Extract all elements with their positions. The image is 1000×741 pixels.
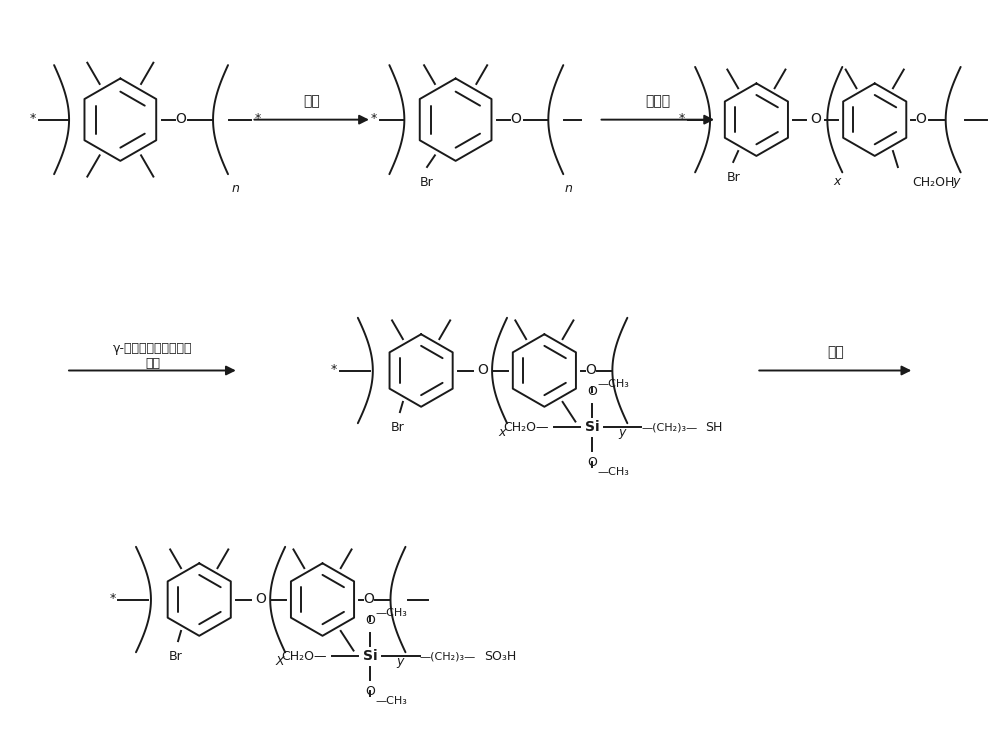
Text: O: O bbox=[510, 112, 521, 126]
Text: O: O bbox=[255, 592, 266, 606]
Text: 羹基化: 羹基化 bbox=[645, 94, 670, 108]
Text: Br: Br bbox=[169, 650, 183, 663]
Text: *: * bbox=[109, 591, 115, 605]
Text: O: O bbox=[477, 363, 488, 376]
Text: n: n bbox=[232, 182, 240, 195]
Text: y: y bbox=[952, 175, 959, 188]
Text: O: O bbox=[916, 112, 926, 126]
Text: Br: Br bbox=[420, 176, 434, 189]
Text: *: * bbox=[254, 112, 261, 124]
Text: Br: Br bbox=[726, 171, 740, 185]
Text: O: O bbox=[365, 614, 375, 628]
Text: Si: Si bbox=[363, 649, 378, 663]
Text: O: O bbox=[587, 385, 597, 398]
Text: 氧化: 氧化 bbox=[827, 345, 844, 359]
Text: —(CH₂)₃—: —(CH₂)₃— bbox=[641, 422, 698, 432]
Text: γ-奄丙基三乙氧基硫烷: γ-奄丙基三乙氧基硫烷 bbox=[113, 342, 192, 355]
Text: O: O bbox=[365, 685, 375, 699]
Text: *: * bbox=[29, 112, 36, 124]
Text: O: O bbox=[810, 112, 821, 126]
Text: O: O bbox=[363, 592, 374, 606]
Text: O: O bbox=[585, 363, 596, 376]
Text: x: x bbox=[834, 175, 841, 188]
Text: Br: Br bbox=[391, 421, 405, 433]
Text: O: O bbox=[587, 456, 597, 470]
Text: —CH₃: —CH₃ bbox=[375, 608, 407, 618]
Text: 溢化: 溢化 bbox=[303, 94, 320, 108]
Text: y: y bbox=[397, 655, 404, 668]
Text: *: * bbox=[370, 112, 377, 124]
Text: X: X bbox=[276, 655, 284, 668]
Text: CH₂OH: CH₂OH bbox=[913, 176, 955, 189]
Text: CH₂O—: CH₂O— bbox=[281, 650, 327, 663]
Text: SO₃H: SO₃H bbox=[484, 650, 516, 663]
Text: y: y bbox=[619, 426, 626, 439]
Text: O: O bbox=[175, 112, 186, 126]
Text: CH₂O—: CH₂O— bbox=[503, 421, 549, 434]
Text: x: x bbox=[498, 426, 506, 439]
Text: —CH₃: —CH₃ bbox=[597, 468, 629, 477]
Text: —CH₃: —CH₃ bbox=[597, 379, 629, 389]
Text: —CH₃: —CH₃ bbox=[375, 697, 407, 706]
Text: —(CH₂)₃—: —(CH₂)₃— bbox=[420, 651, 476, 662]
Text: *: * bbox=[678, 112, 684, 124]
Text: SH: SH bbox=[706, 421, 723, 434]
Text: 交联: 交联 bbox=[145, 356, 160, 370]
Text: Si: Si bbox=[585, 420, 599, 434]
Text: n: n bbox=[564, 182, 572, 195]
Text: *: * bbox=[331, 362, 337, 376]
